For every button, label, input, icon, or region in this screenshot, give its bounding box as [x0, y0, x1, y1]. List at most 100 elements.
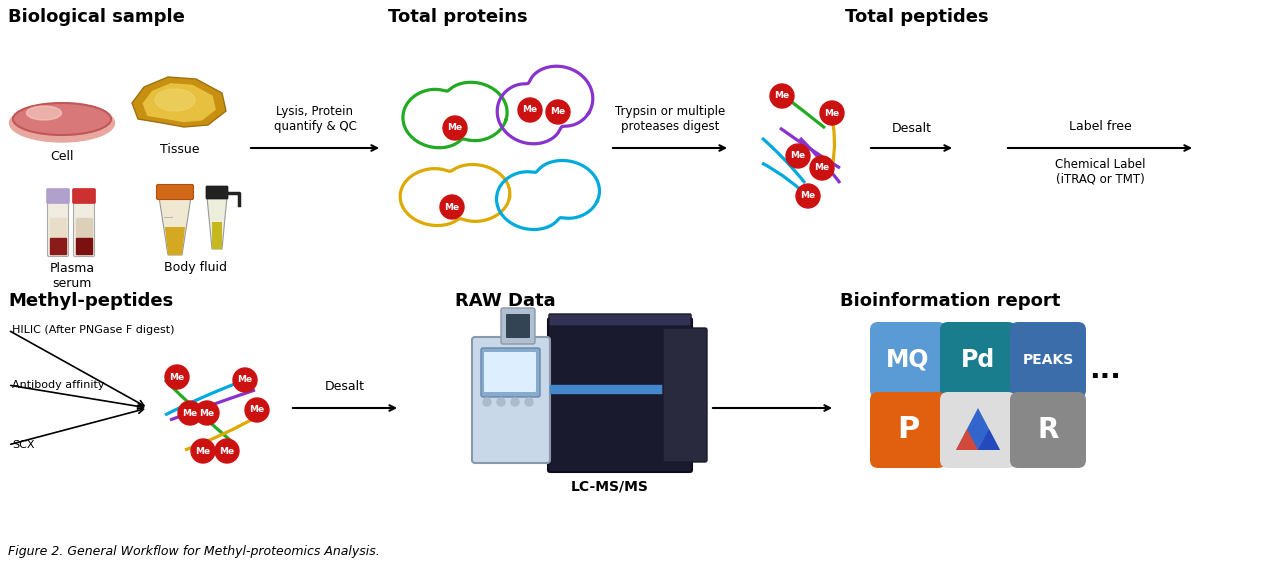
Text: LC-MS/MS: LC-MS/MS — [571, 480, 649, 494]
FancyBboxPatch shape — [72, 188, 96, 203]
Bar — [51, 238, 66, 254]
Circle shape — [178, 401, 202, 425]
Text: R: R — [1037, 416, 1058, 444]
Text: RAW Data: RAW Data — [455, 292, 556, 310]
FancyBboxPatch shape — [481, 348, 541, 397]
FancyBboxPatch shape — [501, 308, 536, 344]
Text: Chemical Label
(iTRAQ or TMT): Chemical Label (iTRAQ or TMT) — [1055, 158, 1146, 186]
FancyBboxPatch shape — [940, 392, 1015, 468]
Text: Antibody affinity: Antibody affinity — [13, 380, 105, 390]
Polygon shape — [159, 197, 191, 255]
Text: ...: ... — [1089, 356, 1122, 384]
Text: Me: Me — [200, 408, 215, 417]
Circle shape — [796, 184, 820, 208]
Text: Total peptides: Total peptides — [845, 8, 989, 26]
Text: Me: Me — [523, 106, 538, 115]
FancyBboxPatch shape — [206, 186, 229, 199]
Text: Methyl-peptides: Methyl-peptides — [8, 292, 173, 310]
Circle shape — [810, 156, 834, 180]
FancyBboxPatch shape — [472, 337, 549, 463]
Polygon shape — [956, 408, 1000, 450]
Text: Me: Me — [182, 408, 197, 417]
Circle shape — [518, 98, 542, 122]
Polygon shape — [212, 222, 222, 249]
Bar — [76, 238, 92, 254]
FancyBboxPatch shape — [48, 199, 68, 256]
Circle shape — [512, 398, 519, 406]
FancyBboxPatch shape — [870, 392, 946, 468]
Text: Me: Me — [791, 151, 806, 160]
Circle shape — [546, 100, 570, 124]
Text: Me: Me — [801, 191, 816, 200]
Polygon shape — [207, 197, 227, 249]
FancyBboxPatch shape — [484, 352, 536, 392]
Circle shape — [195, 401, 218, 425]
Polygon shape — [143, 83, 216, 122]
Polygon shape — [956, 429, 978, 450]
Text: Bioinformation report: Bioinformation report — [840, 292, 1061, 310]
Text: Figure 2. General Workflow for Methyl-proteomics Analysis.: Figure 2. General Workflow for Methyl-pr… — [8, 545, 380, 558]
Text: Me: Me — [445, 203, 460, 211]
Text: Total proteins: Total proteins — [388, 8, 528, 26]
Bar — [549, 385, 690, 393]
Text: Lysis, Protein
quantify & QC: Lysis, Protein quantify & QC — [274, 105, 356, 133]
Circle shape — [232, 368, 256, 392]
FancyBboxPatch shape — [548, 318, 692, 472]
Text: Me: Me — [551, 107, 566, 116]
Text: Body fluid: Body fluid — [163, 261, 226, 274]
Circle shape — [498, 398, 505, 406]
FancyBboxPatch shape — [1010, 322, 1086, 398]
Text: Me: Me — [220, 447, 235, 456]
Text: SCX: SCX — [13, 440, 34, 450]
Polygon shape — [165, 227, 184, 255]
FancyBboxPatch shape — [73, 199, 95, 256]
Ellipse shape — [10, 104, 115, 142]
Bar — [76, 218, 92, 238]
Circle shape — [786, 144, 810, 168]
Text: Me: Me — [237, 376, 253, 384]
Circle shape — [482, 398, 491, 406]
Text: Me: Me — [825, 108, 840, 118]
FancyBboxPatch shape — [157, 184, 193, 199]
Circle shape — [770, 84, 794, 108]
FancyBboxPatch shape — [1010, 392, 1086, 468]
FancyBboxPatch shape — [940, 322, 1015, 398]
Text: Label free: Label free — [1068, 120, 1132, 133]
FancyBboxPatch shape — [549, 314, 691, 326]
Text: Me: Me — [447, 123, 462, 132]
Circle shape — [440, 195, 464, 219]
Ellipse shape — [13, 103, 111, 135]
Text: MQ: MQ — [887, 348, 930, 372]
Text: HILIC (After PNGase F digest): HILIC (After PNGase F digest) — [13, 325, 174, 335]
Bar — [51, 218, 66, 238]
Circle shape — [820, 101, 844, 125]
Circle shape — [165, 365, 189, 389]
Polygon shape — [133, 77, 226, 127]
FancyBboxPatch shape — [870, 322, 946, 398]
Text: Me: Me — [249, 405, 264, 415]
Polygon shape — [978, 429, 1000, 450]
Text: Plasma
serum: Plasma serum — [49, 262, 95, 290]
FancyBboxPatch shape — [663, 328, 707, 462]
Text: Pd: Pd — [961, 348, 995, 372]
Text: P: P — [897, 416, 919, 444]
Text: Me: Me — [169, 372, 184, 381]
Text: Trypsin or multiple
proteases digest: Trypsin or multiple proteases digest — [615, 105, 725, 133]
Circle shape — [443, 116, 467, 140]
Circle shape — [245, 398, 269, 422]
Text: Cell: Cell — [51, 150, 73, 163]
Text: Me: Me — [774, 91, 789, 100]
FancyBboxPatch shape — [47, 188, 69, 203]
FancyBboxPatch shape — [506, 314, 530, 338]
Text: Tissue: Tissue — [160, 143, 200, 156]
Circle shape — [191, 439, 215, 463]
Text: PEAKS: PEAKS — [1022, 353, 1074, 367]
Circle shape — [525, 398, 533, 406]
Text: Me: Me — [196, 447, 211, 456]
Circle shape — [215, 439, 239, 463]
Text: Me: Me — [815, 163, 830, 172]
Ellipse shape — [27, 106, 62, 120]
Ellipse shape — [155, 89, 195, 111]
Text: Desalt: Desalt — [892, 122, 932, 135]
Text: Biological sample: Biological sample — [8, 8, 184, 26]
